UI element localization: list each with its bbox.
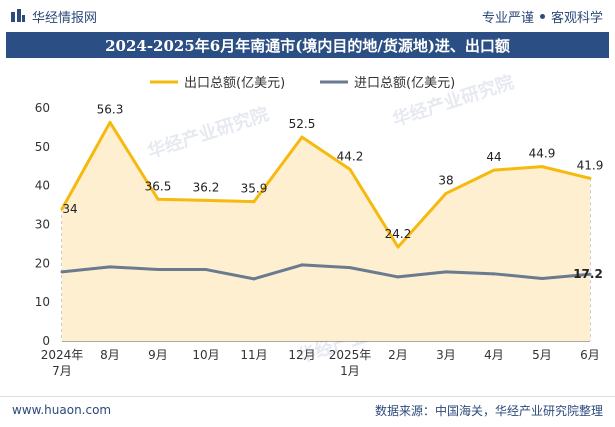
export-point <box>492 168 496 172</box>
chart-legend: 出口总额(亿美元) 进口总额(亿美元) <box>150 76 455 91</box>
export-data-label: 24.2 <box>385 227 412 241</box>
legend-label: 进口总额(亿美元) <box>354 76 455 91</box>
top-bar: 华经情报网 专业严谨 客观科学 <box>0 0 615 32</box>
export-data-label: 44.2 <box>337 149 364 163</box>
import-line <box>61 263 591 281</box>
export-data-label: 38 <box>438 173 453 187</box>
import-point <box>108 265 112 269</box>
y-tick-label: 60 <box>35 101 50 115</box>
footer-source: 数据来源：中国海关，华经产业研究院整理 <box>374 403 603 418</box>
legend-label: 出口总额(亿美元) <box>184 76 285 91</box>
export-data-label: 34 <box>62 202 77 216</box>
y-tick-label: 30 <box>35 218 50 232</box>
import-point <box>396 275 400 279</box>
export-point <box>108 120 112 124</box>
export-point <box>204 198 208 202</box>
export-data-label: 44.9 <box>529 147 556 161</box>
x-tick-label: 11月 <box>240 348 267 362</box>
chart-title-bar: 2024-2025年6月年南通市(境内目的地/货源地)进、出口额 <box>6 32 609 58</box>
import-point <box>204 268 208 272</box>
x-tick-label: 2月 <box>388 348 408 362</box>
x-tick-label: 3月 <box>436 348 456 362</box>
tagline-right: 客观科学 <box>550 10 603 26</box>
series-lines <box>60 120 592 281</box>
export-point <box>60 207 64 211</box>
y-tick-label: 10 <box>35 295 50 309</box>
tagline-left: 专业严谨 <box>481 10 534 26</box>
y-tick-label: 50 <box>35 140 50 154</box>
footer-url[interactable]: www.huaon.com <box>12 403 112 417</box>
import-point <box>348 266 352 270</box>
export-line <box>60 120 591 249</box>
data-labels: 34 56.3 36.5 36.2 35.9 52.5 44.2 24.2 38 44 44.9 41… <box>62 102 603 281</box>
brand: 华经情报网 <box>0 7 97 26</box>
footer: www.huaon.com 数据来源：中国海关，华经产业研究院整理 <box>0 396 615 423</box>
line-chart: 华经产业研究院华经产业研究院华经产业研究院华经产业研究院华经产业研究院 出口总额… <box>35 71 604 378</box>
y-tick-label: 0 <box>42 334 50 348</box>
chart-title: 2024-2025年6月年南通市(境内目的地/货源地)进、出口额 <box>105 36 510 55</box>
x-tick-label: 12月 <box>288 348 315 362</box>
x-tick-label: 10月 <box>192 348 219 362</box>
import-point <box>60 270 64 274</box>
export-point <box>348 167 352 171</box>
x-tick-label: 4月 <box>484 348 504 362</box>
import-point <box>300 263 304 267</box>
y-tick-label: 20 <box>35 256 50 270</box>
export-data-label: 35.9 <box>241 182 268 196</box>
x-tick-label: 9月 <box>148 348 168 362</box>
x-tick-label: 5月 <box>532 348 552 362</box>
import-point <box>156 268 160 272</box>
export-data-label: 41.9 <box>577 158 604 172</box>
import-data-label: 17.2 <box>573 267 603 281</box>
x-tick-label: 2025年 1月 <box>329 348 372 378</box>
export-data-label: 36.5 <box>145 179 172 193</box>
export-area <box>62 122 590 341</box>
brand-name: 华经情报网 <box>32 10 98 26</box>
export-point <box>540 165 544 169</box>
x-axis: 2024年 7月 8月 9月 10月 11月 12月 2025年 1月 2月 3月 4月 5月 6月 <box>41 348 600 378</box>
import-point <box>492 272 496 276</box>
y-axis: 0 10 20 30 40 50 60 <box>35 101 50 348</box>
export-point <box>300 135 304 139</box>
y-tick-label: 40 <box>35 179 50 193</box>
import-point <box>588 272 592 276</box>
x-tick-label: 8月 <box>100 348 120 362</box>
x-tick-label: 2024年 7月 <box>41 348 84 378</box>
import-point <box>444 270 448 274</box>
export-point <box>156 197 160 201</box>
separator-dot-icon <box>539 13 545 19</box>
export-data-label: 36.2 <box>193 180 220 194</box>
export-data-label: 52.5 <box>289 117 316 131</box>
export-point <box>444 191 448 195</box>
import-point <box>252 277 256 281</box>
import-point <box>540 276 544 280</box>
brand-logo-icon <box>11 9 25 22</box>
export-data-label: 44 <box>486 150 501 164</box>
watermark-text: 华经产业研究院 <box>145 103 272 163</box>
export-area-fill <box>62 122 590 341</box>
tagline: 专业严谨 客观科学 <box>482 7 615 26</box>
export-point <box>396 245 400 249</box>
export-point <box>252 200 256 204</box>
export-point <box>588 176 592 180</box>
x-tick-label: 6月 <box>580 348 600 362</box>
export-data-label: 56.3 <box>97 102 124 116</box>
